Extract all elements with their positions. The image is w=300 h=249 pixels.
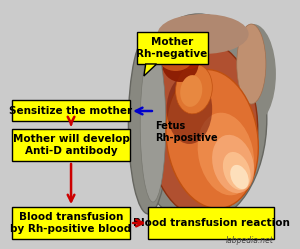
Ellipse shape: [223, 152, 250, 190]
Text: Mother
Rh-negative: Mother Rh-negative: [136, 37, 208, 59]
FancyBboxPatch shape: [12, 207, 130, 239]
Ellipse shape: [140, 46, 166, 202]
Text: Blood transfusion reaction: Blood transfusion reaction: [133, 218, 290, 228]
Ellipse shape: [198, 113, 254, 195]
Ellipse shape: [130, 14, 267, 224]
Ellipse shape: [176, 64, 212, 114]
Ellipse shape: [148, 41, 258, 217]
Ellipse shape: [230, 24, 276, 124]
FancyBboxPatch shape: [12, 100, 130, 121]
Ellipse shape: [128, 34, 169, 214]
Text: Mother will develop
Anti-D antibody: Mother will develop Anti-D antibody: [13, 134, 130, 156]
Ellipse shape: [166, 69, 258, 208]
Ellipse shape: [212, 135, 254, 193]
Ellipse shape: [176, 45, 203, 69]
Text: labpedia.net: labpedia.net: [226, 236, 274, 245]
Ellipse shape: [162, 46, 199, 82]
Text: Sensitize the mother: Sensitize the mother: [10, 106, 133, 116]
FancyBboxPatch shape: [136, 32, 208, 64]
Polygon shape: [144, 64, 157, 76]
FancyBboxPatch shape: [12, 129, 130, 161]
Text: Fetus
Rh-positive: Fetus Rh-positive: [155, 121, 218, 143]
Ellipse shape: [230, 165, 249, 189]
Ellipse shape: [167, 74, 212, 144]
FancyBboxPatch shape: [148, 207, 274, 239]
Ellipse shape: [159, 47, 192, 71]
Ellipse shape: [158, 14, 249, 54]
Ellipse shape: [237, 24, 266, 104]
Ellipse shape: [180, 75, 202, 107]
Text: Blood transfusion
by Rh-positive blood: Blood transfusion by Rh-positive blood: [11, 212, 132, 234]
